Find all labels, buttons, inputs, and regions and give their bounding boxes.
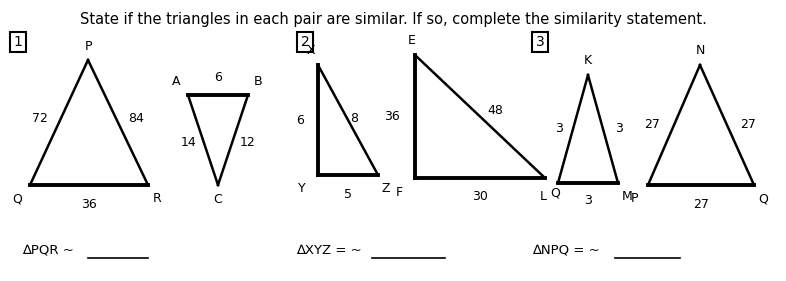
- Text: C: C: [214, 193, 222, 206]
- Text: 27: 27: [693, 198, 709, 211]
- Text: 1: 1: [13, 35, 23, 49]
- Text: 3: 3: [555, 121, 563, 135]
- Text: Q: Q: [12, 192, 22, 205]
- Text: 48: 48: [487, 103, 503, 117]
- Text: ∆PQR ~: ∆PQR ~: [22, 244, 74, 257]
- Text: 36: 36: [81, 198, 97, 211]
- Text: P: P: [84, 40, 92, 53]
- Text: 2: 2: [300, 35, 310, 49]
- Text: B: B: [254, 75, 263, 88]
- Text: Q: Q: [758, 192, 768, 205]
- Text: R: R: [153, 192, 162, 205]
- Text: N: N: [696, 44, 705, 57]
- Text: 3: 3: [615, 121, 623, 135]
- Text: 27: 27: [740, 117, 756, 130]
- Text: Z: Z: [382, 182, 391, 195]
- Text: 6: 6: [214, 71, 222, 84]
- Text: 36: 36: [384, 110, 400, 123]
- Text: 3: 3: [535, 35, 545, 49]
- Text: K: K: [584, 54, 592, 67]
- Text: 72: 72: [32, 112, 48, 124]
- Text: 8: 8: [350, 112, 358, 124]
- Text: 27: 27: [644, 117, 660, 130]
- Text: 14: 14: [180, 135, 196, 148]
- Text: ∆NPQ = ~: ∆NPQ = ~: [532, 244, 600, 257]
- Text: 5: 5: [344, 188, 352, 201]
- Text: 12: 12: [240, 135, 255, 148]
- Text: Q: Q: [550, 186, 560, 199]
- Text: A: A: [171, 75, 180, 88]
- Text: 30: 30: [472, 190, 488, 203]
- Text: 3: 3: [584, 194, 592, 207]
- Text: ∆XYZ = ~: ∆XYZ = ~: [296, 244, 362, 257]
- Text: M: M: [622, 190, 633, 203]
- Text: F: F: [396, 186, 403, 199]
- Text: P: P: [630, 192, 638, 205]
- Text: X: X: [307, 44, 315, 57]
- Text: State if the triangles in each pair are similar. If so, complete the similarity : State if the triangles in each pair are …: [79, 12, 707, 27]
- Text: L: L: [540, 190, 547, 203]
- Text: 6: 6: [296, 114, 304, 126]
- Text: E: E: [408, 34, 416, 47]
- Text: 84: 84: [128, 112, 144, 124]
- Text: Y: Y: [299, 182, 306, 195]
